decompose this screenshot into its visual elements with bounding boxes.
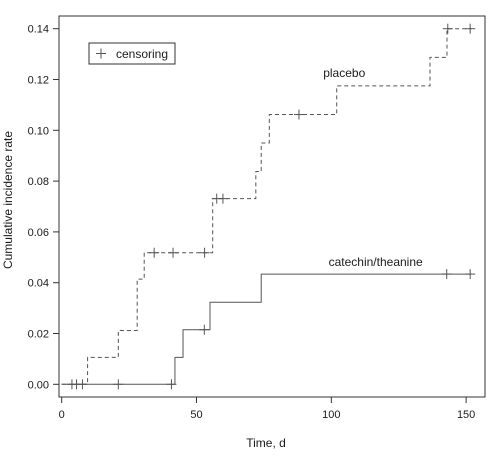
plot-frame — [58, 15, 486, 398]
x-tick-label: 100 — [322, 409, 340, 421]
y-tick-label: 0.00 — [28, 379, 49, 391]
series-label-catechin-theanine: catechin/theanine — [329, 255, 423, 269]
censor-mark-placebo — [293, 109, 304, 120]
censor-mark-placebo — [465, 23, 476, 34]
series-line-catechin-theanine — [61, 273, 472, 385]
censor-mark-placebo — [442, 23, 453, 34]
series-labels: placebo catechin/theanine — [323, 66, 423, 269]
censor-mark-placebo — [168, 247, 179, 258]
series-layer — [61, 23, 476, 390]
series-label-placebo: placebo — [323, 66, 365, 80]
censor-mark-catechin-theanine — [166, 379, 177, 390]
x-tick-label: 150 — [457, 409, 475, 421]
series-line-placebo — [61, 28, 472, 385]
y-tick-label: 0.10 — [28, 125, 49, 137]
y-axis-title: Cumulative incidence rate — [1, 131, 15, 269]
legend: censoring — [88, 42, 176, 65]
legend-box — [88, 42, 176, 65]
x-axis-title: Time, d — [246, 436, 286, 450]
y-tick-label: 0.02 — [28, 329, 49, 341]
y-tick-label: 0.06 — [28, 227, 49, 239]
legend-censoring-marker — [96, 48, 106, 59]
y-axis: 0.00 0.02 0.04 0.06 0.08 0.10 0.12 0.14 — [28, 24, 59, 391]
censor-mark-placebo — [149, 247, 160, 258]
x-axis: 0 50 100 150 — [59, 397, 475, 421]
censor-mark-catechin-theanine — [199, 324, 210, 335]
censor-mark-catechin-theanine — [113, 379, 124, 390]
censor-mark-placebo — [217, 193, 228, 204]
y-tick-label: 0.04 — [28, 278, 49, 290]
y-tick-label: 0.08 — [28, 176, 49, 188]
legend-plus-icon — [96, 48, 106, 59]
y-tick-label: 0.14 — [28, 24, 49, 36]
x-tick-label: 0 — [59, 409, 65, 421]
legend-censoring-label: censoring — [116, 47, 168, 61]
censor-mark-catechin-theanine — [441, 269, 452, 280]
censor-mark-placebo — [199, 247, 210, 258]
y-tick-label: 0.12 — [28, 75, 49, 87]
x-tick-label: 50 — [190, 409, 202, 421]
censor-mark-catechin-theanine — [465, 269, 476, 280]
